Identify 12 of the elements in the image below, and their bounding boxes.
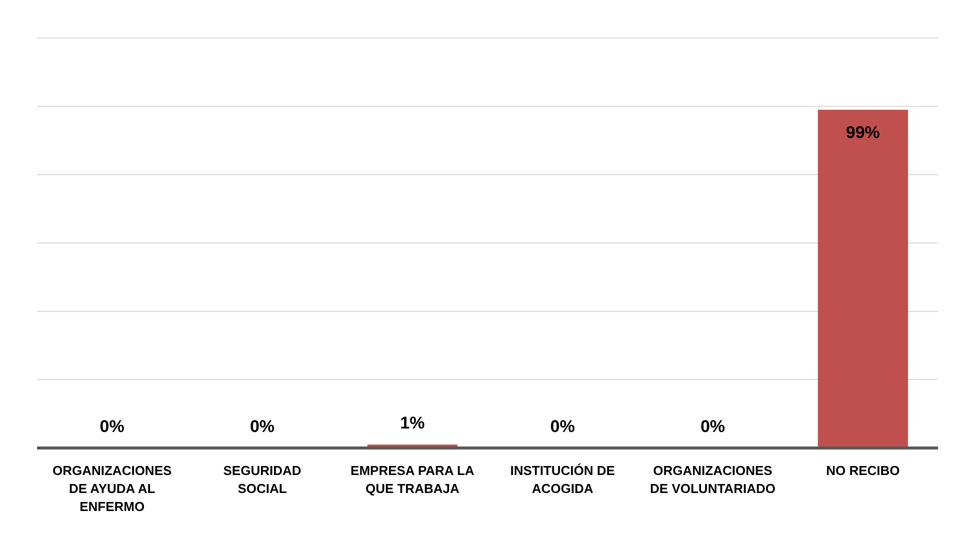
- data-label: 0%: [250, 417, 275, 436]
- data-label: 0%: [100, 417, 124, 436]
- x-tick-label: INSTITUCIÓN DE ACOGIDA: [510, 463, 616, 496]
- data-label: 99%: [846, 122, 880, 142]
- x-tick-label: NO RECIBO: [826, 463, 900, 478]
- data-label: 1%: [400, 414, 425, 433]
- x-tick-label: EMPRESA PARA LA QUE TRABAJA: [350, 463, 475, 496]
- data-label: 0%: [700, 417, 726, 436]
- x-tick-label: SEGURIDAD SOCIAL: [223, 463, 302, 496]
- x-tick-label: ORGANIZACIONES DE AYUDA AL ENFERMO: [52, 463, 172, 514]
- x-tick-label: ORGANIZACIONES DE VOLUNTARIADO: [650, 463, 776, 496]
- data-label: 0%: [550, 417, 575, 436]
